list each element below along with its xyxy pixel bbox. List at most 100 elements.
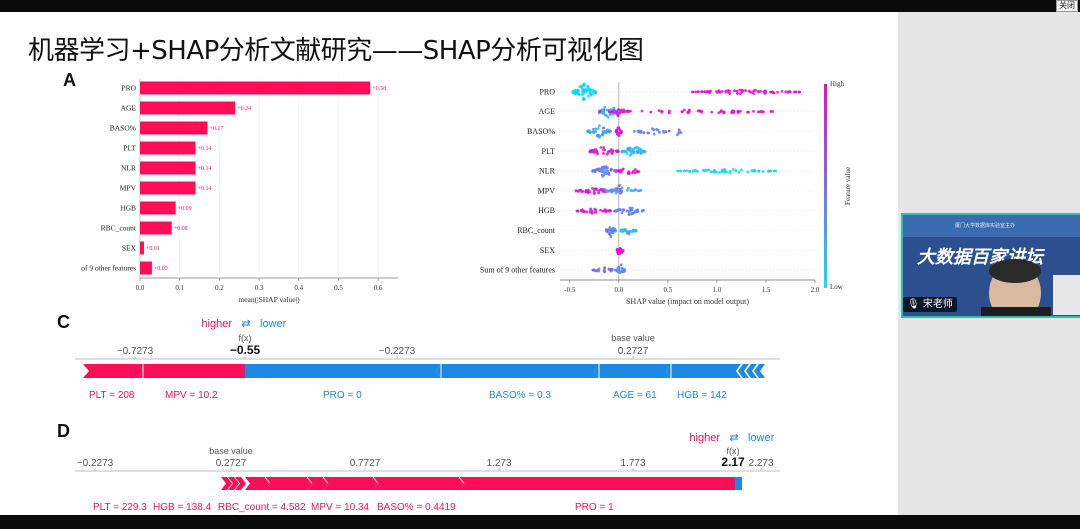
b-feature-label: HGB — [538, 206, 555, 215]
b-point — [723, 170, 727, 173]
b-point — [635, 149, 639, 153]
b-point — [709, 89, 712, 93]
b-point — [585, 210, 589, 214]
b-point — [739, 109, 742, 113]
d-red-chevron — [221, 477, 232, 490]
a-value-label: +0.03 — [154, 266, 168, 272]
close-button[interactable]: 关闭 — [1056, 0, 1078, 12]
b-point — [612, 110, 616, 114]
b-point — [675, 133, 679, 137]
b-point — [769, 110, 773, 113]
c-blue-chevron — [754, 364, 765, 378]
b-point — [632, 150, 636, 154]
slide-title: 机器学习+SHAP分析文献研究——SHAP分析可视化图 — [28, 36, 644, 66]
b-point — [709, 170, 713, 174]
b-point — [594, 130, 598, 134]
b-point — [588, 91, 592, 95]
b-point — [602, 151, 605, 155]
b-point — [715, 90, 718, 94]
b-colorbar — [824, 84, 827, 288]
b-point — [772, 91, 776, 95]
b-point — [589, 93, 593, 97]
b-point — [591, 130, 595, 134]
b-point — [608, 226, 612, 229]
b-point — [602, 108, 606, 112]
b-point — [771, 110, 775, 113]
a-x-tick-label: 0.5 — [334, 284, 343, 292]
b-feature-label: SEX — [540, 246, 555, 255]
b-point — [746, 170, 750, 174]
d-blue-segment — [735, 477, 742, 490]
b-point — [601, 111, 605, 115]
a-category-label: SEX — [122, 244, 137, 253]
b-point — [776, 90, 780, 94]
b-point — [598, 110, 602, 113]
shap-force-plot-d: higher ⇄ lower base value f(x)2.17 −0.2273 0.2… — [75, 432, 780, 513]
b-point — [633, 168, 637, 171]
b-point — [752, 92, 756, 96]
a-category-label: BASO% — [110, 124, 136, 133]
d-red-segment — [373, 477, 464, 490]
b-point — [701, 168, 705, 172]
b-point — [676, 169, 680, 173]
b-point — [571, 91, 575, 94]
a-category-label: PLT — [123, 144, 136, 153]
b-point — [679, 169, 682, 173]
a-value-label: +0.58 — [372, 86, 386, 92]
b-point — [620, 266, 624, 270]
b-point — [621, 229, 625, 233]
b-point — [660, 110, 664, 113]
panel-label-d: D — [57, 421, 70, 441]
swap-arrows-icon: ⇄ — [729, 432, 738, 444]
b-point — [641, 208, 645, 212]
b-point — [605, 108, 609, 112]
a-bar — [140, 261, 152, 275]
c-base-value-label: base value — [611, 333, 655, 343]
d-axis-tick-label: 1.773 — [620, 458, 645, 469]
b-point — [607, 172, 611, 176]
d-red-chevron — [235, 477, 246, 490]
b-point — [603, 105, 607, 109]
a-bar — [140, 141, 196, 155]
b-point — [609, 168, 613, 172]
b-point — [639, 148, 643, 151]
shap-bar-chart: 0.0 0.1 0.2 0.3 0.4 0.5 0.6 mean(|SHAP value|) P… — [80, 78, 398, 304]
b-point — [586, 84, 589, 88]
b-point — [639, 152, 643, 155]
b-point — [587, 130, 590, 134]
b-point — [738, 88, 742, 92]
d-axis-tick-label: 0.7727 — [350, 458, 381, 469]
b-point — [607, 209, 611, 213]
b-point — [594, 187, 598, 191]
b-point — [619, 108, 623, 112]
b-x-tick-label: 0.0 — [614, 286, 623, 294]
d-fx-label: f(x) — [727, 446, 740, 456]
b-point — [686, 111, 690, 115]
b-point — [574, 92, 577, 96]
a-category-label: Sum of 9 other features — [80, 264, 136, 273]
b-point — [700, 90, 704, 94]
b-x-tick-label: -0.5 — [564, 286, 576, 294]
b-point — [614, 168, 618, 172]
b-point — [707, 168, 710, 172]
b-x-tick-label: 2.0 — [811, 286, 820, 294]
b-point — [598, 124, 601, 128]
b-point — [741, 89, 744, 93]
b-point — [734, 169, 738, 173]
a-bar — [140, 81, 371, 95]
b-point — [596, 127, 600, 130]
b-point — [614, 191, 618, 195]
b-point — [628, 212, 631, 216]
swap-arrows-icon: ⇄ — [241, 318, 250, 330]
b-x-tick-label: 1.5 — [762, 286, 771, 294]
b-point — [642, 131, 646, 135]
c-red-feature-label: MPV = 10.2 — [165, 390, 218, 401]
b-point — [798, 90, 802, 94]
window-bottom-bar — [0, 515, 1080, 529]
shap-force-plot-c: higher ⇄ lower f(x)−0.55 base value −0.7273 −0… — [75, 318, 780, 401]
b-point — [606, 150, 610, 154]
b-point — [586, 95, 590, 98]
b-point — [767, 169, 770, 173]
b-point — [759, 90, 762, 93]
a-value-label: +0.17 — [209, 126, 223, 132]
